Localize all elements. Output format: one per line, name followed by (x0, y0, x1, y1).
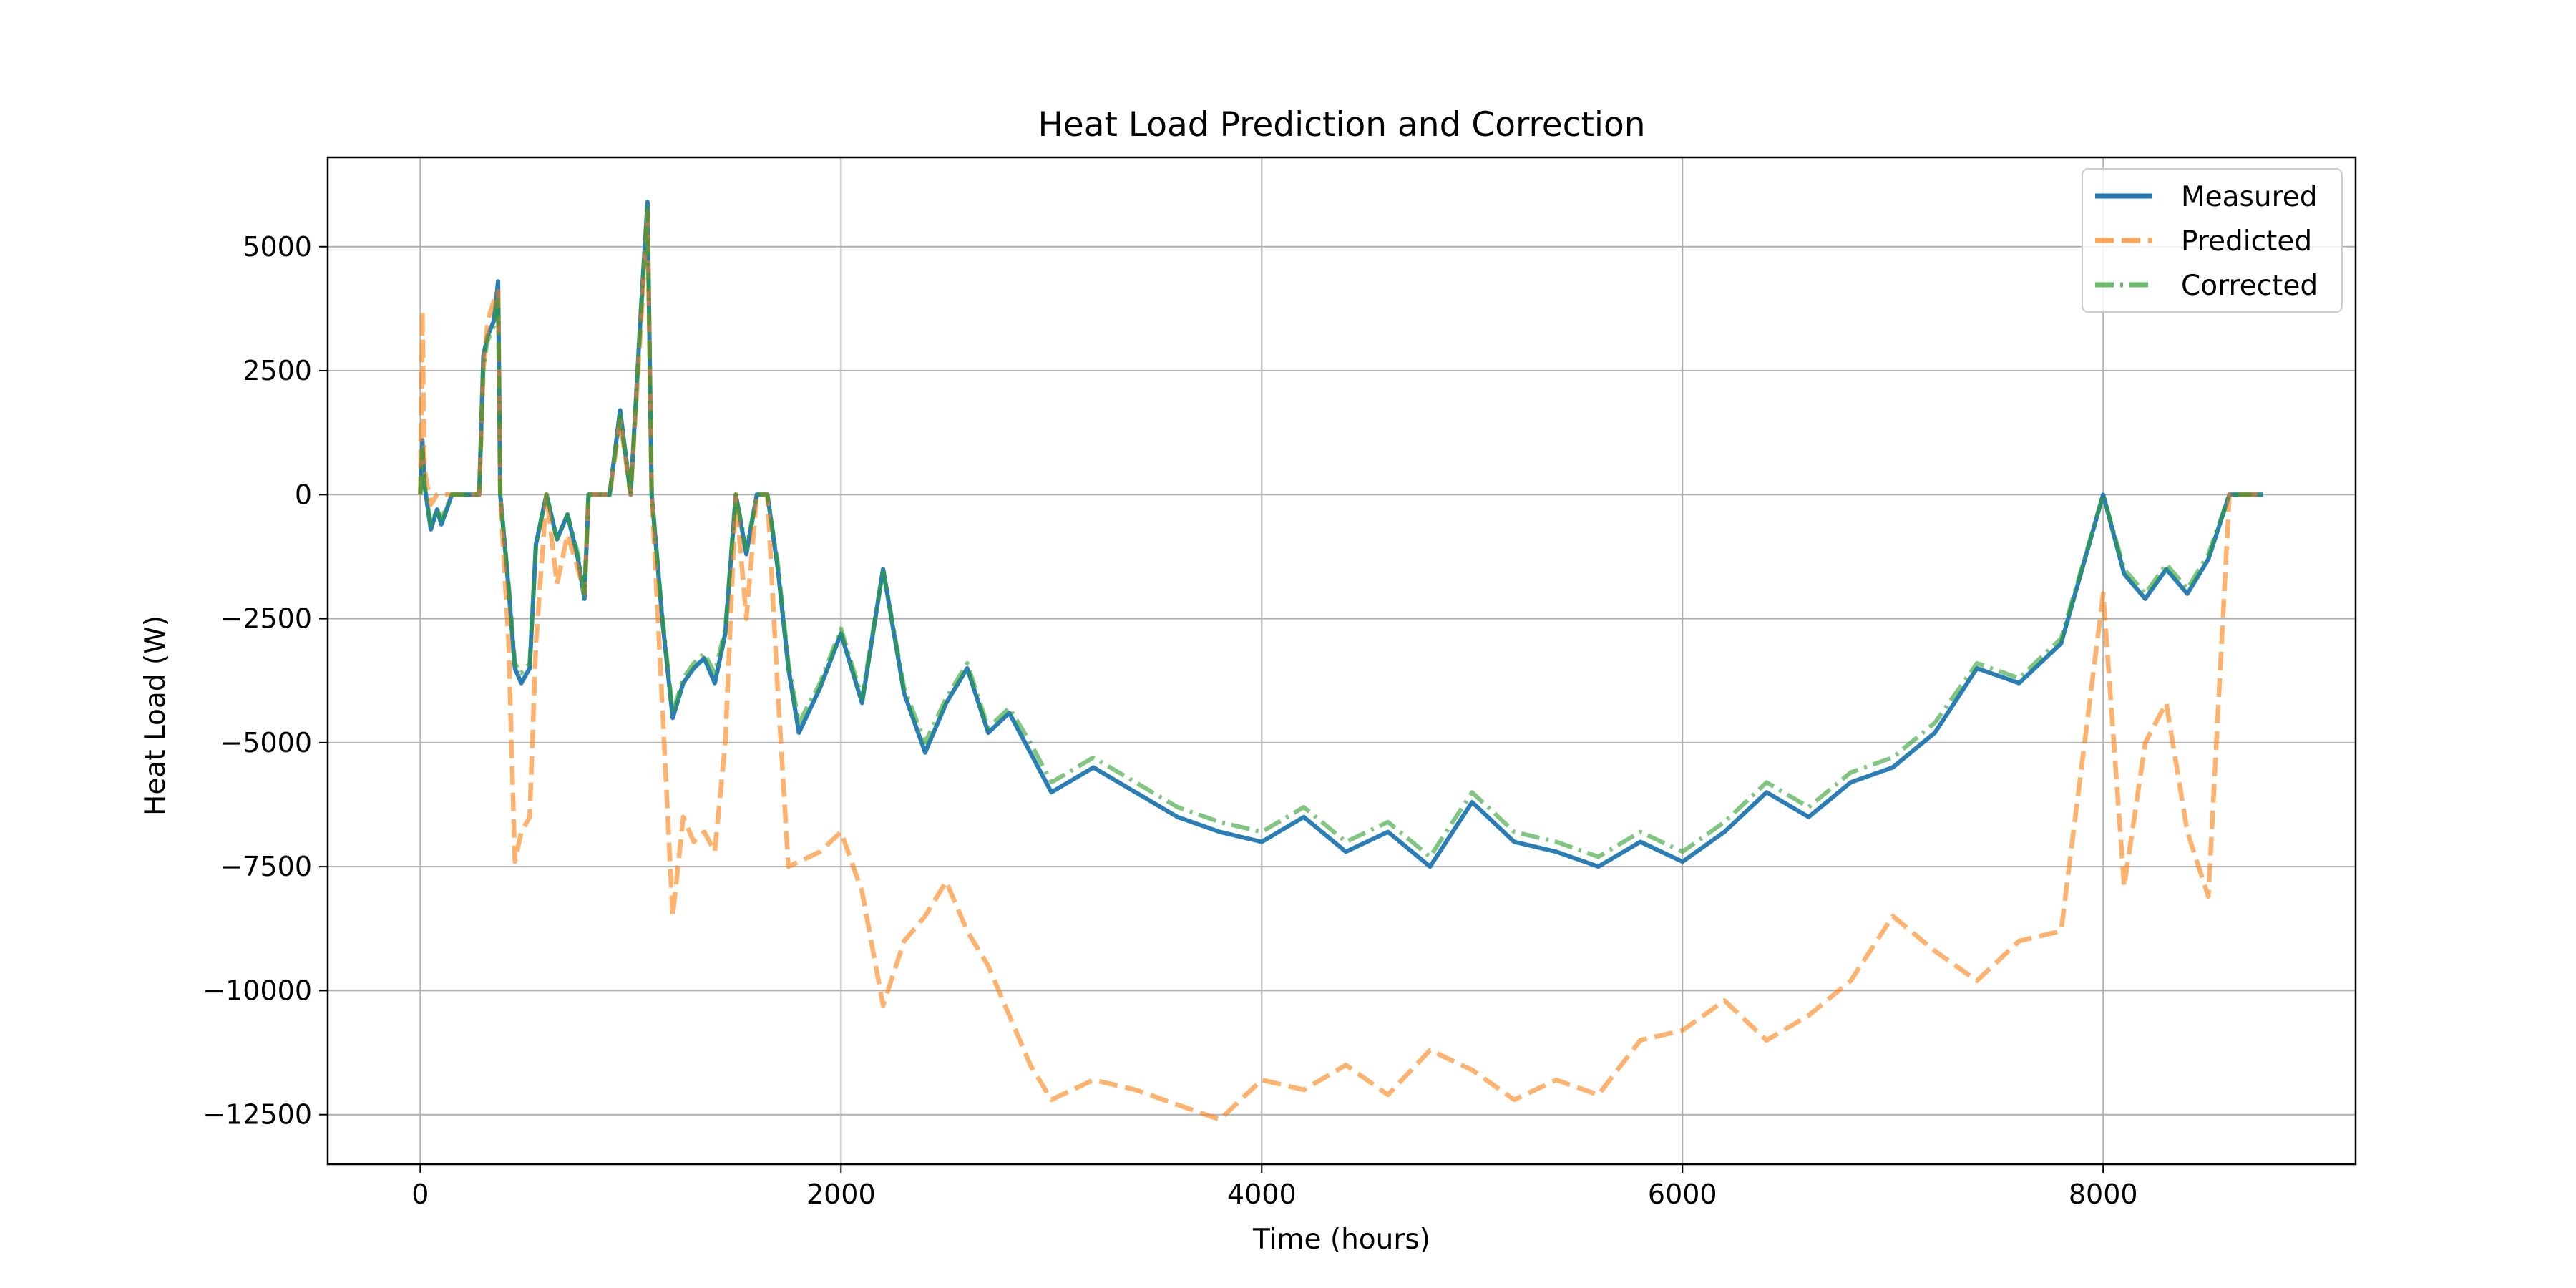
legend-box (2082, 168, 2343, 313)
axes: 0 2000 4000 6000 8000 5000 2500 0 −2500 −5000 −750… (203, 156, 2357, 1210)
y-tick-label: −5000 (220, 727, 312, 758)
x-axis-title: Time (hours) (1252, 1224, 1430, 1256)
x-tick-label: 4000 (1227, 1179, 1297, 1210)
y-tick-label: 0 (295, 479, 312, 510)
series-line-predicted (418, 209, 2263, 1122)
y-tick-label: −2500 (220, 603, 312, 635)
x-tick-label: 8000 (2069, 1179, 2138, 1210)
y-tick-label: −10000 (203, 975, 312, 1006)
legend: Measured Predicted Corrected (2082, 168, 2343, 313)
series-line-corrected (418, 205, 2263, 859)
x-tick-label: 6000 (1648, 1179, 1717, 1210)
y-tick-label: 2500 (243, 355, 312, 386)
x-tick-label: 0 (411, 1179, 429, 1210)
grid (328, 157, 2356, 1164)
legend-label-predicted: Predicted (2181, 225, 2312, 258)
y-tick-label: −7500 (220, 851, 312, 882)
y-tick-label: −12500 (203, 1099, 312, 1131)
series-layer (418, 200, 2263, 1122)
chart-title: Heat Load Prediction and Correction (1038, 105, 1645, 145)
legend-label-measured: Measured (2181, 181, 2318, 213)
x-tick-label: 2000 (806, 1179, 876, 1210)
legend-label-corrected: Corrected (2181, 270, 2318, 302)
plot-frame (326, 156, 2357, 1166)
y-tick-label: 5000 (243, 231, 312, 263)
y-axis-title: Heat Load (W) (140, 615, 172, 816)
